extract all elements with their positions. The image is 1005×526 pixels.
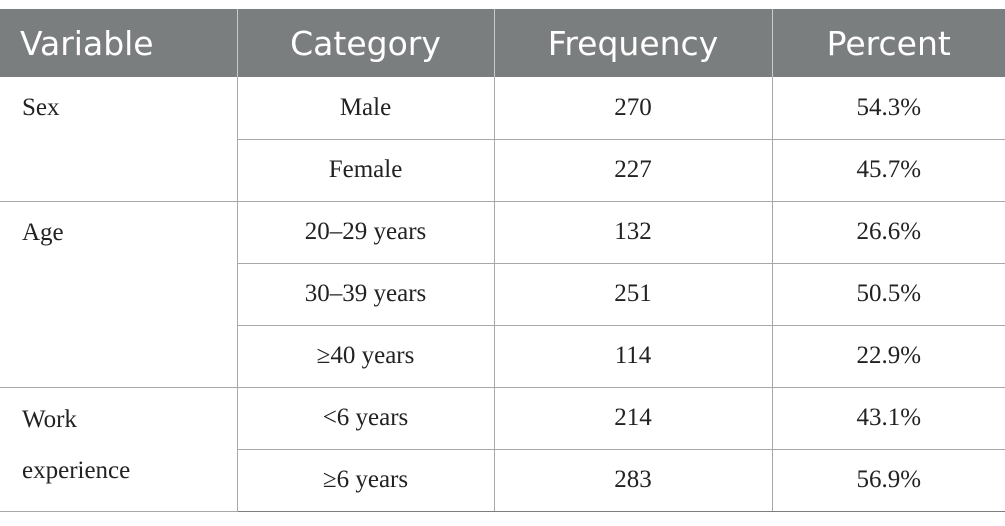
variable-cell-sex: Sex <box>0 77 237 202</box>
frequency-cell: 270 <box>493 77 772 140</box>
header-variable: Variable <box>0 9 237 77</box>
percent-cell: 43.1% <box>771 387 1005 450</box>
header-row: Variable Category Frequency Percent <box>0 9 1005 77</box>
frequency-cell: 227 <box>493 139 772 202</box>
percent-cell: 26.6% <box>771 201 1005 264</box>
percent-cell: 56.9% <box>771 449 1005 512</box>
category-cell: <6 years <box>236 387 494 450</box>
table-row: Age 20–29 years 132 26.6% <box>0 201 1005 388</box>
category-cell: 30–39 years <box>236 263 494 326</box>
variable-label-line-2: experience <box>22 456 131 484</box>
category-cell: ≥40 years <box>236 325 494 388</box>
header-frequency: Frequency <box>493 9 772 77</box>
table-row: Work experience <6 years 214 43.1% <box>0 387 1005 512</box>
frequency-cell: 114 <box>493 325 772 388</box>
frequency-cell: 251 <box>493 263 772 326</box>
percent-cell: 54.3% <box>771 77 1005 140</box>
variable-cell-work-experience: Work experience <box>0 387 237 512</box>
percent-cell: 22.9% <box>771 325 1005 388</box>
table-row: 30–39 years 251 50.5% <box>0 263 1005 326</box>
table-row: ≥40 years 114 22.9% <box>0 325 1005 388</box>
percent-cell: 50.5% <box>771 263 1005 326</box>
demographics-table: Variable Category Frequency Percent Sex … <box>0 9 1005 512</box>
frequency-cell: 132 <box>493 201 772 264</box>
category-cell: Male <box>236 77 494 140</box>
frequency-cell: 214 <box>493 387 772 450</box>
header-percent: Percent <box>771 9 1005 77</box>
variable-label-line-1: Work <box>22 405 77 433</box>
header-category: Category <box>236 9 494 77</box>
table-row: Sex Male 270 54.3% <box>0 77 1005 202</box>
category-cell: ≥6 years <box>236 449 494 512</box>
category-cell: Female <box>236 139 494 202</box>
frequency-cell: 283 <box>493 449 772 512</box>
category-cell: 20–29 years <box>236 201 494 264</box>
variable-cell-age: Age <box>0 201 237 388</box>
table-row: ≥6 years 283 56.9% <box>0 449 1005 512</box>
percent-cell: 45.7% <box>771 139 1005 202</box>
table-row: Female 227 45.7% <box>0 139 1005 202</box>
